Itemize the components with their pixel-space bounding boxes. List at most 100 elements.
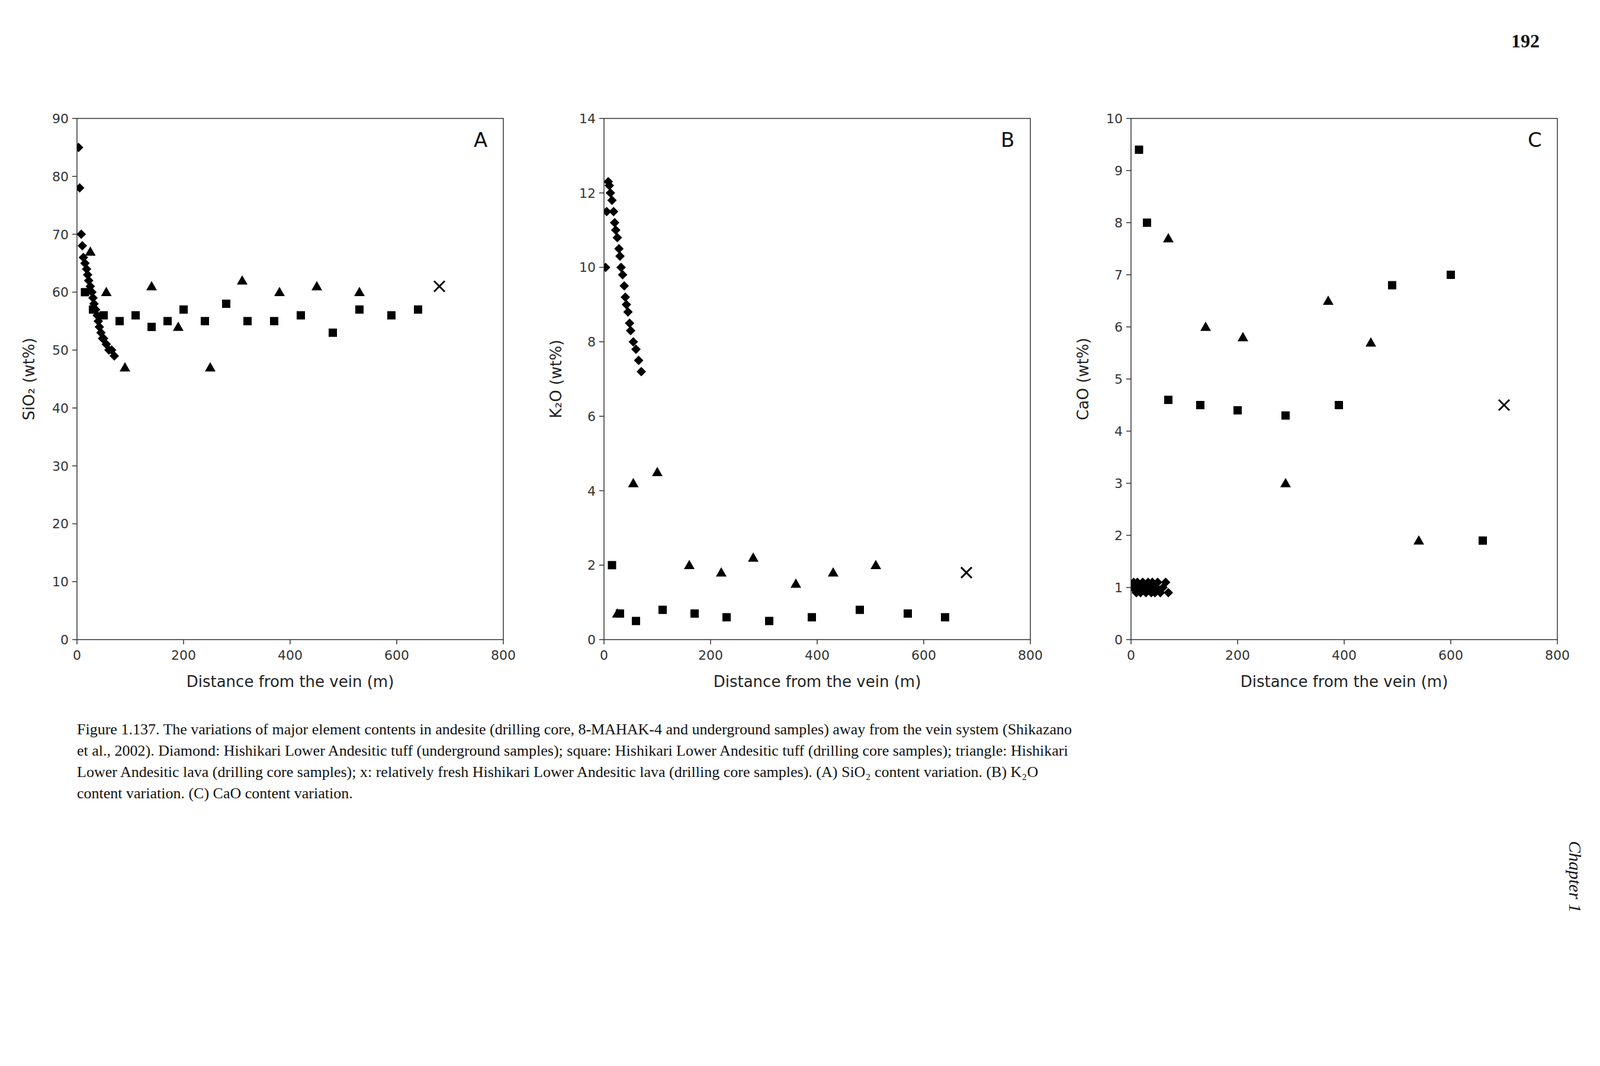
point	[1280, 477, 1291, 488]
y-tick-label: 6	[587, 409, 596, 424]
y-tick	[1126, 534, 1132, 536]
point	[76, 229, 86, 240]
marks	[76, 142, 445, 372]
point	[612, 232, 623, 243]
point	[651, 466, 663, 477]
y-tick	[1126, 378, 1132, 380]
y-tick-label: 4	[1114, 423, 1123, 439]
x-axis-label: Distance from the vein (m)	[1240, 672, 1449, 691]
y-tick	[72, 117, 77, 120]
y-tick-label: 10	[1106, 111, 1123, 127]
point	[827, 567, 839, 577]
point	[634, 355, 644, 366]
x-tick	[923, 639, 925, 645]
point	[204, 361, 216, 372]
point	[1334, 400, 1344, 410]
point	[1162, 232, 1174, 243]
point	[115, 316, 124, 326]
x-tick-label: 0	[1126, 647, 1136, 663]
y-tick	[1126, 326, 1132, 328]
chapter-text: Chapter 1	[1565, 840, 1586, 913]
y-tick-label: 60	[52, 284, 69, 300]
point	[76, 142, 84, 153]
point	[1200, 321, 1211, 332]
y-tick-label: 40	[52, 400, 69, 416]
x-tick-label: 400	[804, 647, 830, 663]
point	[81, 287, 90, 297]
point	[77, 241, 88, 251]
y-tick	[72, 233, 77, 236]
point	[274, 286, 285, 297]
y-tick	[1126, 586, 1132, 589]
y-tick-label: 10	[579, 259, 596, 275]
panel-label: A	[473, 127, 488, 152]
page-number: 192	[1511, 30, 1540, 52]
x-tick-label: 400	[277, 647, 303, 663]
point	[413, 305, 423, 314]
point	[1196, 400, 1205, 410]
point	[1413, 535, 1425, 545]
point	[109, 351, 120, 361]
x-tick-label: 800	[490, 647, 516, 663]
x-tick-label: 400	[1331, 647, 1357, 663]
y-tick-label: 12	[579, 185, 596, 201]
point	[1139, 582, 1150, 592]
point	[690, 609, 699, 618]
y-tick-label: 14	[579, 111, 596, 127]
point	[1388, 281, 1397, 290]
y-tick	[72, 407, 77, 409]
point	[179, 305, 188, 314]
x-tick-label: 0	[72, 647, 82, 663]
y-tick	[72, 465, 77, 467]
point	[620, 292, 631, 302]
y-tick-label: 7	[1114, 267, 1123, 283]
point	[636, 366, 647, 377]
point	[243, 316, 252, 326]
y-tick	[1126, 638, 1132, 641]
y-axis-label: K₂O (wt%)	[547, 339, 565, 419]
y-tick-label: 2	[1114, 528, 1123, 544]
point	[608, 560, 617, 570]
page: 02004006008000102030405060708090Distance…	[0, 0, 1600, 1066]
point	[765, 617, 774, 626]
point	[1498, 399, 1510, 411]
x-tick-label: 200	[1225, 647, 1251, 663]
point	[434, 281, 445, 292]
point	[200, 316, 210, 326]
y-tick	[599, 490, 604, 492]
panel-label: C	[1527, 127, 1542, 152]
point	[961, 567, 972, 578]
point	[146, 281, 157, 291]
point	[355, 305, 364, 314]
y-tick	[1126, 222, 1132, 224]
x-tick-label: 200	[698, 647, 724, 663]
point	[604, 180, 615, 191]
y-tick-label: 6	[1114, 319, 1123, 335]
point	[628, 477, 639, 488]
point	[1163, 588, 1174, 598]
y-tick-label: 8	[587, 334, 596, 350]
point	[1142, 218, 1152, 227]
x-tick	[709, 639, 712, 645]
point	[1322, 295, 1334, 305]
marks	[1131, 145, 1510, 598]
point	[236, 275, 248, 285]
point	[616, 262, 626, 272]
y-tick	[599, 415, 604, 417]
x-tick-label: 800	[1544, 647, 1570, 663]
x-tick-label: 600	[911, 647, 937, 663]
x-axis-label: Distance from the vein (m)	[713, 672, 922, 691]
y-tick-label: 0	[60, 632, 69, 648]
x-tick	[1343, 639, 1345, 645]
y-axis-label: CaO (wt%)	[1074, 337, 1092, 420]
y-tick	[72, 580, 77, 583]
y-tick-label: 30	[52, 458, 69, 474]
point	[619, 281, 629, 291]
point	[624, 318, 635, 329]
point	[1446, 270, 1455, 279]
x-tick	[76, 639, 78, 645]
point	[222, 299, 231, 308]
y-tick-label: 0	[1114, 632, 1123, 648]
point	[658, 605, 667, 615]
point	[354, 286, 365, 297]
